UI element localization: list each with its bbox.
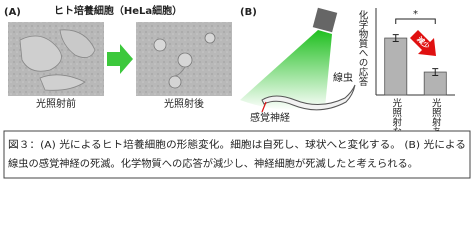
arrow — [107, 44, 133, 74]
x-tick-label: 光照射なし — [390, 97, 402, 145]
significance-label: * — [413, 9, 418, 20]
light-source — [312, 7, 338, 33]
bar-chart: 化学物質への応答 光照射なし 光照射あり*減少 — [357, 8, 455, 146]
neuron-pointer — [261, 101, 267, 113]
neuron-label: 感覚神経 — [250, 111, 290, 124]
panel-label: (B) — [240, 7, 257, 18]
caption-line: 図３：(A) 光によるヒト培養細胞の形態変化。細胞は自死し、球状へと変化する。 … — [8, 138, 466, 151]
x-tick-label: 光照射あり — [430, 97, 442, 145]
caption-line: 線虫の感覚神経の死滅。化学物質への応答が減少し、神経細胞が死滅したと考えられる。 — [8, 157, 418, 170]
image-label: 光照射後 — [164, 97, 204, 110]
panel-title: ヒト培養細胞（HeLa細胞） — [54, 4, 182, 17]
panel-label: (A) — [4, 7, 21, 18]
micrograph-before — [8, 22, 104, 96]
error-bar — [432, 68, 439, 76]
figure: (A) ヒト培養細胞（HeLa細胞） 光照射前 光照射後 (B) 線虫 感覚神経… — [3, 4, 471, 179]
light-beam — [240, 30, 332, 111]
significance-bracket — [395, 18, 436, 24]
image-label: 光照射前 — [36, 97, 76, 110]
error-bar — [392, 34, 399, 42]
worm-label: 線虫 — [333, 71, 353, 84]
micrograph-after — [136, 22, 232, 96]
worm — [261, 84, 356, 111]
decrease-arrow — [410, 30, 436, 56]
bar — [384, 37, 408, 96]
y-axis-label: 化学物質への応答 — [357, 9, 369, 87]
caption-box — [3, 130, 471, 179]
